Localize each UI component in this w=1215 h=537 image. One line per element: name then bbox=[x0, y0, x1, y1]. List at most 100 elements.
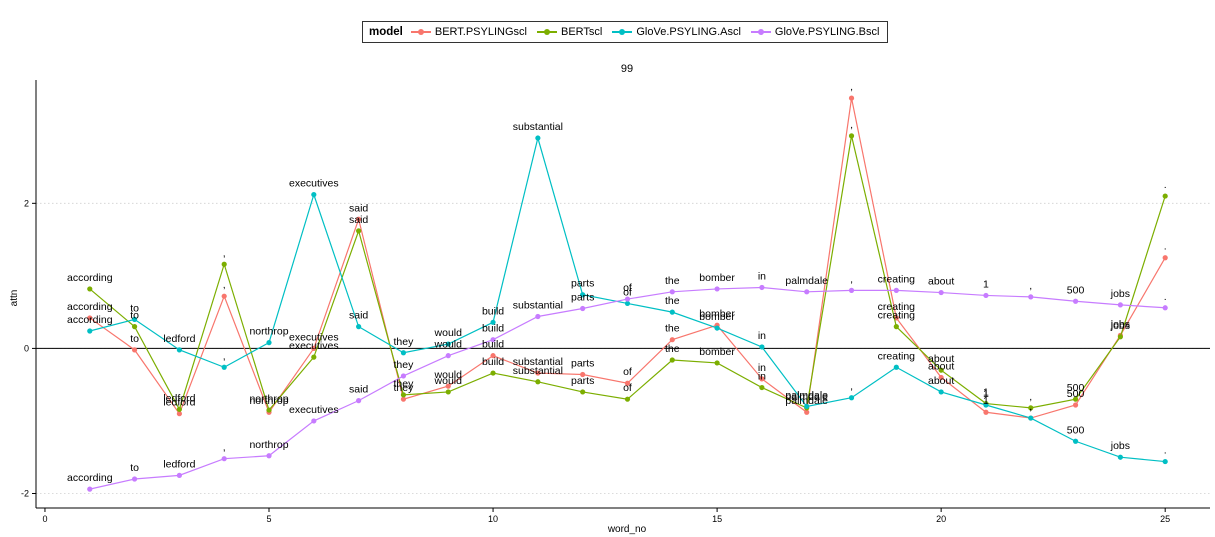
point-label-0-17: , bbox=[850, 81, 853, 93]
data-point-2-7 bbox=[400, 350, 407, 356]
data-point-1-5 bbox=[311, 354, 317, 360]
data-point-3-3 bbox=[221, 456, 227, 462]
point-label-0-6: said bbox=[349, 202, 368, 214]
series-layer bbox=[87, 95, 1168, 492]
legend-item-glove-b: GloVe.PSYLING.Bscl bbox=[750, 26, 879, 38]
data-point-1-1 bbox=[131, 324, 138, 330]
data-point-3-18 bbox=[893, 287, 899, 293]
point-label-3-12: of bbox=[623, 282, 632, 294]
data-point-1-21 bbox=[1028, 405, 1034, 411]
point-labels: accordingtoledford,northropexecutivessai… bbox=[67, 81, 1167, 484]
point-label-2-21: , bbox=[1029, 401, 1032, 413]
legend-key-bert-psyling bbox=[410, 27, 431, 37]
data-point-1-2 bbox=[176, 406, 182, 412]
point-label-1-6: said bbox=[349, 214, 368, 226]
point-label-1-11: parts bbox=[571, 375, 594, 387]
legend-label-glove-a: GloVe.PSYLING.Ascl bbox=[636, 26, 741, 38]
data-point-0-10 bbox=[535, 370, 541, 376]
point-label-3-3: , bbox=[223, 442, 226, 454]
data-point-1-13 bbox=[669, 357, 675, 363]
data-point-2-16 bbox=[804, 403, 810, 410]
data-point-1-9 bbox=[490, 370, 496, 376]
data-point-3-6 bbox=[356, 398, 362, 404]
point-label-0-21: , bbox=[1029, 401, 1032, 413]
point-label-2-24: . bbox=[1164, 445, 1167, 457]
chart-title: 99 bbox=[621, 63, 633, 75]
point-label-3-10: substantial bbox=[513, 299, 563, 311]
point-label-0-19: about bbox=[928, 360, 954, 372]
point-label-0-4: northrop bbox=[249, 395, 288, 407]
data-point-3-21 bbox=[1028, 294, 1034, 300]
point-label-3-8: would bbox=[434, 339, 463, 351]
data-point-3-10 bbox=[535, 313, 541, 320]
data-point-2-3 bbox=[221, 364, 227, 370]
point-label-3-0: according bbox=[67, 472, 113, 484]
data-point-2-13 bbox=[669, 309, 675, 315]
data-point-3-22 bbox=[1072, 298, 1079, 304]
legend-item-bert-psyling: BERT.PSYLINGscl bbox=[410, 26, 527, 38]
point-label-3-19: about bbox=[928, 276, 954, 288]
point-label-1-18: creating bbox=[878, 310, 916, 322]
point-label-2-19: about bbox=[928, 375, 954, 387]
x-tick-label-3: 15 bbox=[712, 514, 722, 524]
data-point-0-24 bbox=[1162, 255, 1168, 261]
point-label-1-17: , bbox=[850, 119, 853, 131]
data-point-0-5 bbox=[311, 345, 317, 352]
data-point-0-9 bbox=[490, 353, 496, 359]
data-point-1-18 bbox=[893, 324, 899, 330]
data-point-1-14 bbox=[714, 360, 720, 366]
x-tick-label-0: 0 bbox=[42, 514, 47, 524]
point-label-3-15: in bbox=[758, 270, 766, 282]
point-label-3-5: executives bbox=[289, 404, 339, 416]
point-label-2-2: ledford bbox=[163, 333, 195, 345]
point-label-0-7: they bbox=[394, 382, 415, 394]
data-point-0-20 bbox=[983, 409, 989, 415]
data-point-0-19 bbox=[938, 374, 944, 381]
data-point-2-22 bbox=[1072, 438, 1079, 444]
point-label-2-9: build bbox=[482, 305, 504, 317]
x-tick-label-2: 10 bbox=[488, 514, 498, 524]
data-point-2-6 bbox=[356, 324, 362, 330]
data-point-3-15 bbox=[759, 284, 765, 291]
data-point-2-23 bbox=[1117, 454, 1123, 460]
point-label-1-2: ledford bbox=[163, 392, 195, 404]
data-point-2-15 bbox=[759, 344, 765, 350]
data-point-2-11 bbox=[580, 292, 586, 298]
y-tick-label-0: -2 bbox=[21, 488, 29, 498]
point-label-1-20: 1 bbox=[983, 387, 989, 399]
data-point-2-20 bbox=[983, 402, 989, 408]
data-point-2-0 bbox=[87, 328, 93, 334]
point-label-3-24: . bbox=[1164, 291, 1167, 303]
x-tick-label-5: 25 bbox=[1160, 514, 1170, 524]
x-tick-label-4: 20 bbox=[936, 514, 946, 524]
data-point-3-20 bbox=[983, 292, 989, 299]
point-label-3-22: 500 bbox=[1067, 284, 1085, 296]
point-label-1-22: 500 bbox=[1067, 382, 1085, 394]
data-point-1-12 bbox=[624, 396, 631, 402]
point-label-3-9: build bbox=[482, 323, 504, 335]
data-point-3-11 bbox=[580, 305, 586, 312]
data-point-3-14 bbox=[714, 286, 720, 292]
point-label-2-20: 1 bbox=[983, 388, 989, 400]
point-label-1-12: of bbox=[623, 382, 632, 394]
data-point-0-6 bbox=[356, 216, 362, 222]
data-point-0-12 bbox=[624, 380, 631, 386]
point-label-1-3: , bbox=[223, 247, 226, 259]
point-label-1-23: jobs bbox=[1110, 320, 1130, 332]
point-label-3-20: 1 bbox=[983, 278, 989, 290]
data-point-3-16 bbox=[804, 289, 810, 295]
point-label-0-23: jobs bbox=[1110, 318, 1130, 330]
data-point-2-1 bbox=[131, 316, 138, 322]
point-label-3-11: parts bbox=[571, 292, 594, 304]
point-label-1-0: according bbox=[67, 272, 113, 284]
data-point-2-5 bbox=[311, 192, 317, 198]
data-point-2-24 bbox=[1162, 458, 1168, 465]
data-point-3-19 bbox=[938, 289, 944, 296]
data-point-1-19 bbox=[938, 367, 944, 373]
point-label-3-6: said bbox=[349, 384, 368, 396]
data-point-2-9 bbox=[490, 319, 496, 325]
point-label-2-10: substantial bbox=[513, 121, 563, 133]
data-point-0-22 bbox=[1072, 402, 1079, 408]
point-label-3-2: ledford bbox=[163, 458, 195, 470]
